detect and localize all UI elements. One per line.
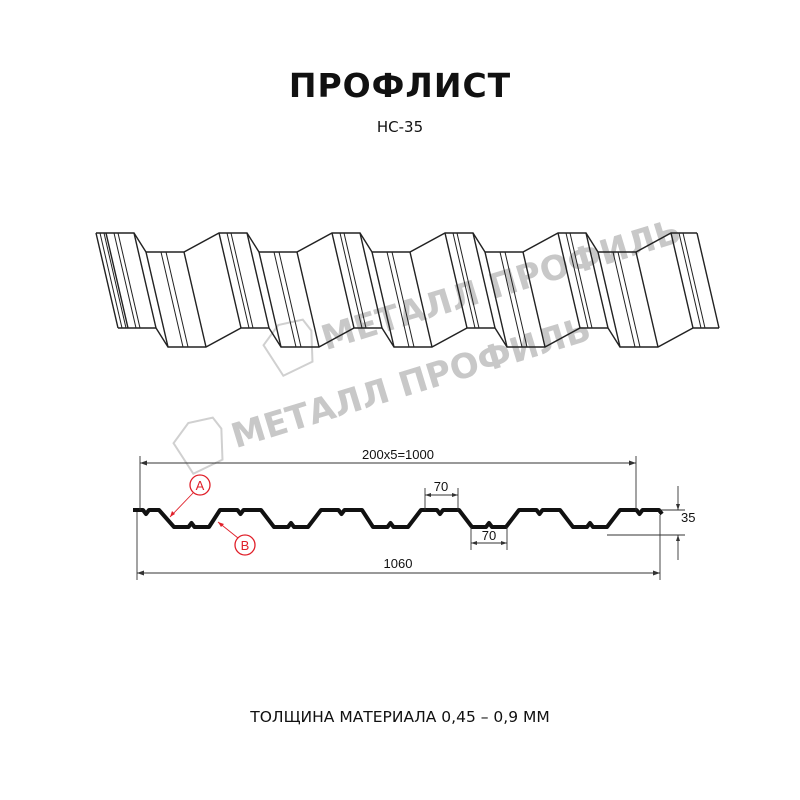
sheet-rib-line xyxy=(339,232,363,329)
sheet-fold-line xyxy=(444,232,468,329)
sheet-fold-line xyxy=(522,251,546,348)
full-width-label: 1060 xyxy=(384,556,413,571)
sheet-rib-line xyxy=(678,232,702,329)
sheet-fold-line xyxy=(472,232,496,329)
sheet-fold-line xyxy=(371,251,395,348)
sheet-rib-line xyxy=(612,251,636,348)
sheet-fold-line xyxy=(145,251,169,348)
sheet-fold-line xyxy=(597,251,621,348)
sheet-fold-line xyxy=(258,251,282,348)
logo-icon xyxy=(172,416,224,476)
sheet-rib-line xyxy=(504,251,528,348)
sheet-rib-line xyxy=(391,251,415,348)
sheet-rib-line xyxy=(386,251,410,348)
sheet-rib-line xyxy=(569,232,593,329)
bottom-flat-label: 70 xyxy=(482,528,496,543)
sheet-rib-line xyxy=(565,232,589,329)
sheet-fold-line xyxy=(331,232,355,329)
sheet-rib-line xyxy=(682,232,706,329)
marker-a: A xyxy=(169,474,211,518)
marker-b: B xyxy=(217,521,256,556)
sheet-rib-line xyxy=(499,251,523,348)
sheet-fold-line xyxy=(133,232,157,329)
sheet-fold-line xyxy=(296,251,320,348)
sheet-rib-line xyxy=(160,251,184,348)
profile-section-line xyxy=(133,508,664,529)
sheet-fold-line xyxy=(557,232,581,329)
sheet-fold-line xyxy=(409,251,433,348)
marker-a-label: A xyxy=(196,478,205,493)
sheet-rib-line xyxy=(273,251,297,348)
profile-model: НС-35 xyxy=(376,118,424,136)
page-title: ПРОФЛИСТ xyxy=(288,66,512,105)
sheet-fold-line xyxy=(105,232,129,329)
sheet-rib-line xyxy=(103,232,127,329)
sheet-rib-line xyxy=(343,232,367,329)
logo-icon xyxy=(262,318,314,378)
height-label: 35 xyxy=(681,510,695,525)
dim-arrows xyxy=(137,460,680,576)
sheet-fold-line xyxy=(585,232,609,329)
sheet-fold-line xyxy=(246,232,270,329)
marker-b-label: B xyxy=(241,538,250,553)
sheet-fold-line xyxy=(183,251,207,348)
sheet-rib-line xyxy=(165,251,189,348)
sheet-rib-line xyxy=(230,232,254,329)
sheet-rib-line xyxy=(99,232,123,329)
top-flat-label: 70 xyxy=(434,479,448,494)
sheet-fold-line xyxy=(696,232,720,329)
sheet-fold-line xyxy=(95,232,119,329)
material-thickness: ТОЛЩИНА МАТЕРИАЛА 0,45 – 0,9 ММ xyxy=(250,708,550,726)
sheet-rib-line xyxy=(617,251,641,348)
sheet-rib-line xyxy=(278,251,302,348)
covering-width-label: 200x5=1000 xyxy=(362,447,434,462)
sheet-rib-line xyxy=(113,232,137,329)
profile-sheet-3d xyxy=(95,232,720,348)
sheet-rib-line xyxy=(452,232,476,329)
sheet-fold-line xyxy=(359,232,383,329)
sheet-fold-line xyxy=(670,232,694,329)
sheet-fold-line xyxy=(218,232,242,329)
profile-section xyxy=(133,508,664,529)
sheet-fold-line xyxy=(484,251,508,348)
sheet-rib-line xyxy=(456,232,480,329)
sheet-fold-line xyxy=(635,251,659,348)
sheet-rib-line xyxy=(226,232,250,329)
sheet-rib-line xyxy=(117,232,141,329)
